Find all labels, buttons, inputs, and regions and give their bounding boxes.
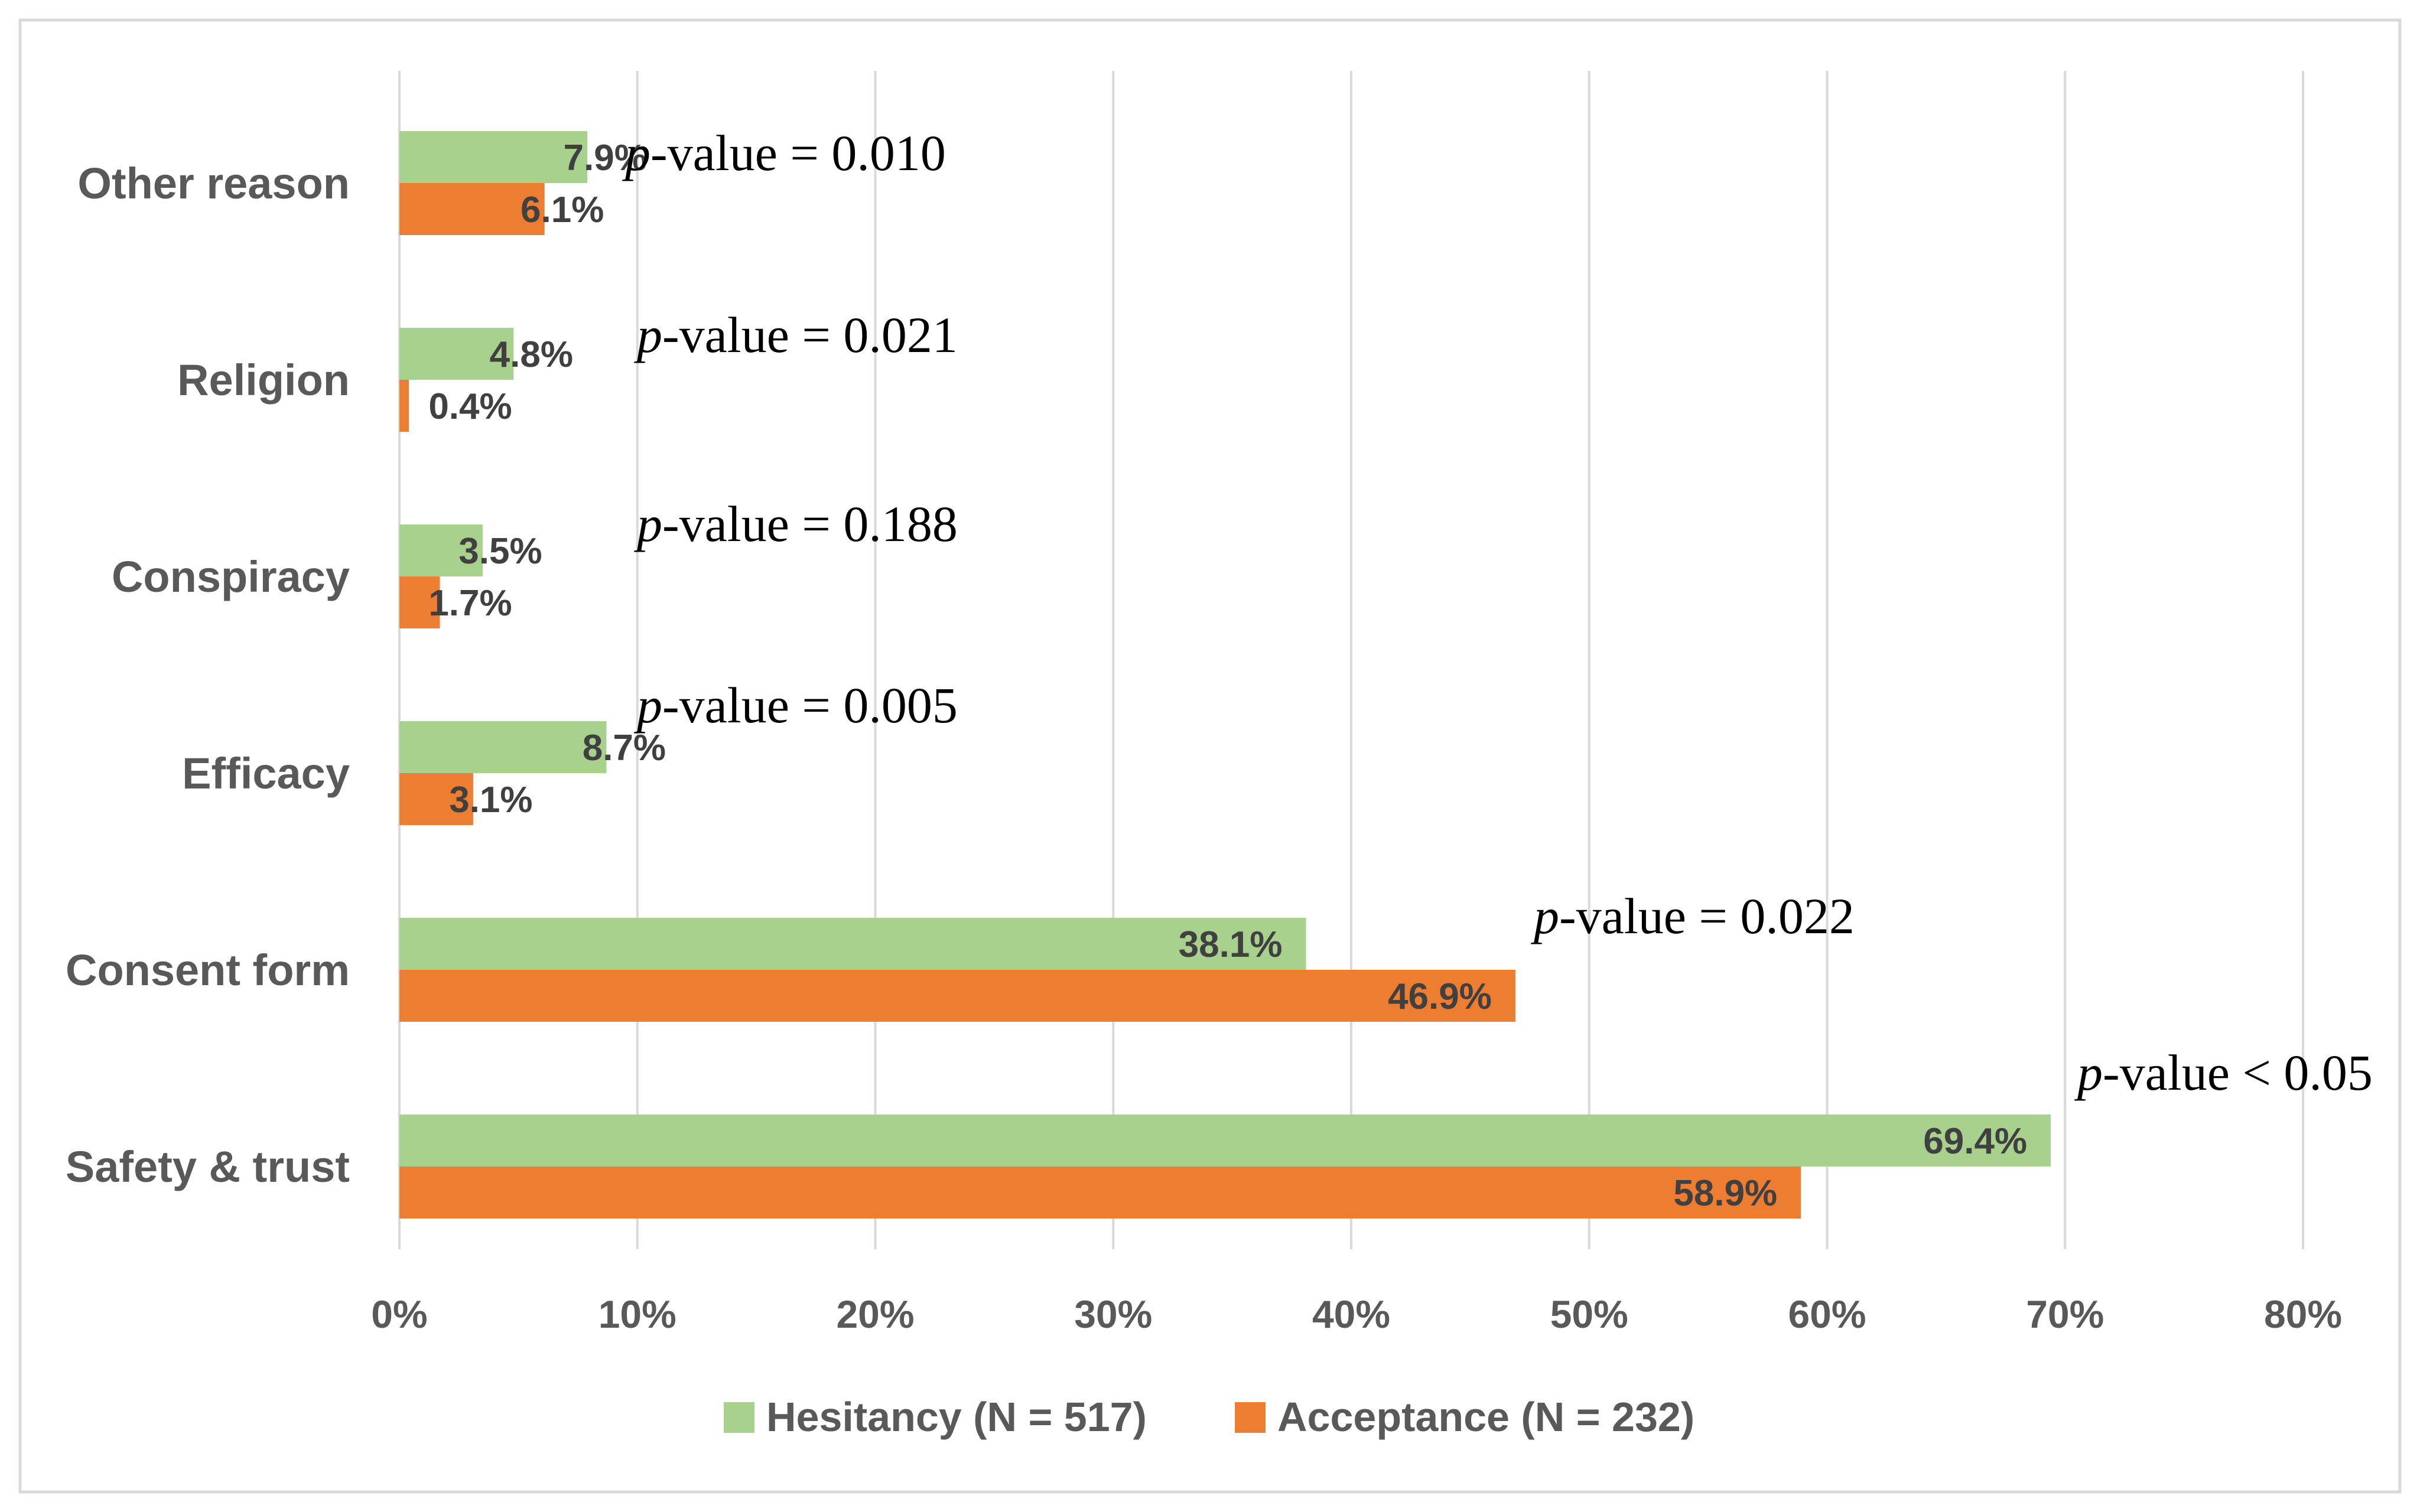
p-value-prefix: p bbox=[622, 125, 650, 181]
bar-hesitancy bbox=[399, 328, 514, 380]
p-value-annotation: p-value = 0.022 bbox=[1530, 888, 1855, 944]
p-value-text: -value = 0.010 bbox=[650, 125, 946, 181]
x-tick-label: 30% bbox=[1074, 1292, 1152, 1336]
bar-hesitancy bbox=[399, 1115, 2051, 1166]
data-label: 58.9% bbox=[1673, 1173, 1777, 1214]
bar-acceptance bbox=[399, 1166, 1801, 1218]
bar-hesitancy bbox=[399, 131, 588, 183]
p-value-text: -value = 0.021 bbox=[662, 307, 958, 363]
data-label: 1.7% bbox=[428, 583, 512, 624]
p-value-text: -value = 0.188 bbox=[662, 496, 958, 552]
data-label: 3.1% bbox=[449, 780, 532, 820]
p-value-prefix: p bbox=[633, 307, 662, 363]
chart-border bbox=[18, 18, 2402, 1494]
p-value-text: -value = 0.022 bbox=[1559, 888, 1855, 944]
legend-hesitancy-swatch bbox=[724, 1402, 754, 1433]
data-label: 69.4% bbox=[1923, 1121, 2027, 1162]
legend-hesitancy-label: Hesitancy (N = 517) bbox=[766, 1394, 1147, 1440]
p-value-text: -value < 0.05 bbox=[2103, 1044, 2373, 1101]
x-tick-label: 20% bbox=[836, 1292, 914, 1336]
category-label: Other reason bbox=[77, 159, 350, 208]
p-value-annotation: p-value = 0.005 bbox=[633, 677, 958, 734]
category-label: Consent form bbox=[66, 946, 350, 995]
bar-acceptance bbox=[399, 970, 1515, 1022]
bar-acceptance bbox=[399, 183, 545, 235]
category-label: Conspiracy bbox=[112, 552, 350, 601]
data-label: 0.4% bbox=[428, 386, 512, 427]
data-label: 4.8% bbox=[490, 334, 573, 375]
x-tick-label: 60% bbox=[1788, 1292, 1866, 1336]
p-value-prefix: p bbox=[1530, 888, 1559, 944]
x-tick-label: 10% bbox=[599, 1292, 676, 1336]
category-label: Safety & trust bbox=[66, 1142, 350, 1191]
x-tick-label: 80% bbox=[2264, 1292, 2342, 1336]
data-label: 38.1% bbox=[1179, 924, 1283, 965]
x-tick-label: 40% bbox=[1312, 1292, 1390, 1336]
data-label: 3.5% bbox=[458, 531, 542, 572]
x-tick-label: 70% bbox=[2026, 1292, 2104, 1336]
bar-acceptance bbox=[399, 380, 409, 432]
bar-hesitancy bbox=[399, 721, 607, 773]
data-label: 7.9% bbox=[564, 138, 647, 178]
data-label: 6.1% bbox=[521, 190, 604, 230]
x-tick-label: 50% bbox=[1550, 1292, 1628, 1336]
p-value-annotation: p-value = 0.010 bbox=[622, 125, 946, 181]
p-value-prefix: p bbox=[633, 496, 662, 552]
p-value-text: -value = 0.005 bbox=[662, 677, 958, 734]
bar-hesitancy bbox=[399, 918, 1306, 970]
legend-acceptance-swatch bbox=[1235, 1402, 1266, 1433]
p-value-prefix: p bbox=[2074, 1044, 2103, 1101]
p-value-annotation: p-value < 0.05 bbox=[2074, 1044, 2373, 1101]
data-label: 46.9% bbox=[1388, 976, 1492, 1017]
p-value-annotation: p-value = 0.021 bbox=[633, 307, 958, 363]
category-label: Efficacy bbox=[182, 749, 350, 798]
bar-hesitancy bbox=[399, 524, 483, 576]
p-value-annotation: p-value = 0.188 bbox=[633, 496, 958, 552]
x-tick-label: 0% bbox=[371, 1292, 427, 1336]
data-label: 8.7% bbox=[583, 728, 666, 768]
bar-acceptance bbox=[399, 773, 473, 825]
bar-acceptance bbox=[399, 576, 440, 628]
legend-acceptance-label: Acceptance (N = 232) bbox=[1277, 1394, 1694, 1440]
p-value-prefix: p bbox=[633, 677, 662, 734]
category-label: Religion bbox=[177, 356, 350, 405]
